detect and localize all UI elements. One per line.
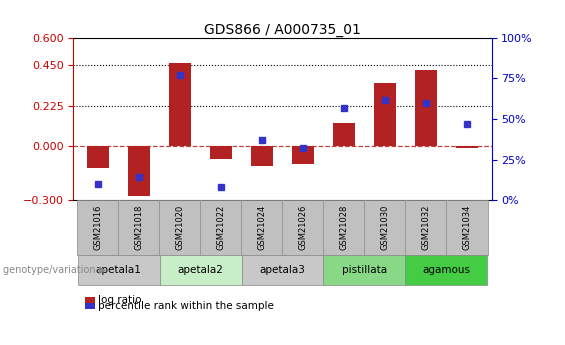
Bar — [128, 146, 150, 197]
Bar — [456, 146, 478, 148]
Text: GSM21028: GSM21028 — [340, 205, 349, 250]
Bar — [292, 146, 314, 164]
Bar — [87, 146, 109, 168]
Text: GSM21034: GSM21034 — [463, 205, 471, 250]
Text: agamous: agamous — [423, 265, 471, 275]
Bar — [415, 70, 437, 146]
Text: apetala1: apetala1 — [95, 265, 141, 275]
Text: GSM21024: GSM21024 — [258, 205, 267, 250]
Text: GSM21032: GSM21032 — [421, 205, 431, 250]
Text: GSM21026: GSM21026 — [298, 205, 307, 250]
Bar — [333, 122, 355, 146]
Text: GSM21016: GSM21016 — [94, 205, 102, 250]
Text: GSM21022: GSM21022 — [216, 205, 225, 250]
Bar — [251, 146, 273, 166]
Text: percentile rank within the sample: percentile rank within the sample — [98, 301, 273, 310]
Text: GSM21020: GSM21020 — [176, 205, 185, 250]
Bar — [169, 63, 192, 146]
Text: pistillata: pistillata — [342, 265, 387, 275]
Text: genotype/variation ▶: genotype/variation ▶ — [3, 265, 106, 275]
Title: GDS866 / A000735_01: GDS866 / A000735_01 — [204, 23, 361, 37]
Bar — [373, 83, 396, 146]
Bar — [210, 146, 232, 159]
Text: log ratio: log ratio — [98, 296, 141, 305]
Text: GSM21030: GSM21030 — [380, 205, 389, 250]
Text: apetala2: apetala2 — [177, 265, 223, 275]
Text: GSM21018: GSM21018 — [134, 205, 144, 250]
Text: apetala3: apetala3 — [259, 265, 306, 275]
